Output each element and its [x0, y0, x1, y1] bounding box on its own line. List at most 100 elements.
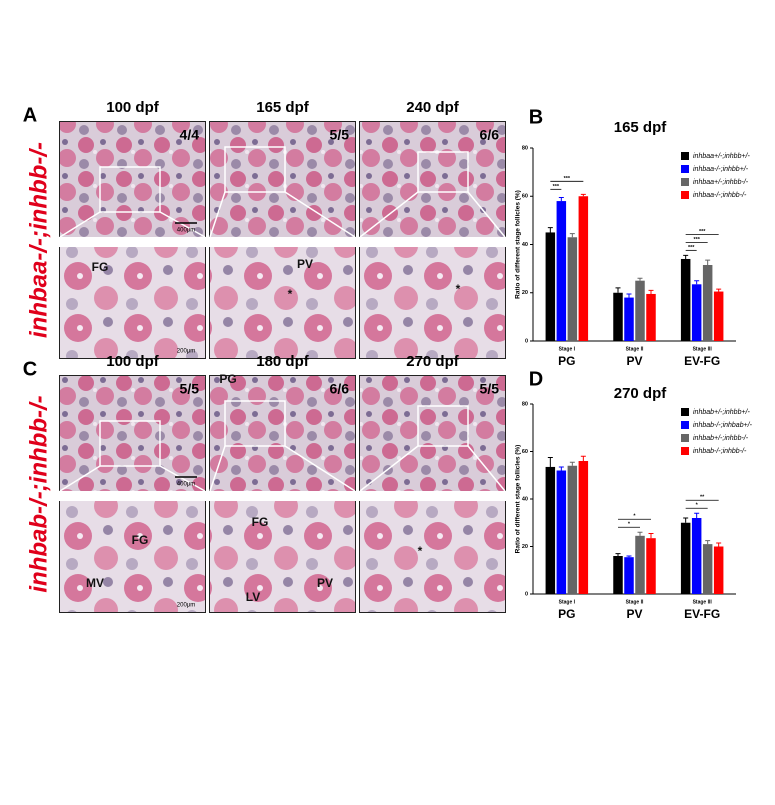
- significance-label: *: [633, 514, 636, 520]
- stage-label: PG: [558, 607, 575, 621]
- image-title: 240 dpf: [406, 99, 460, 116]
- inset-line: [467, 191, 506, 238]
- bar: [635, 535, 645, 594]
- stage-label: PV: [626, 354, 642, 368]
- image-title: 100 dpf: [106, 353, 160, 370]
- bar: [613, 556, 623, 594]
- y-tick-label: 60: [522, 449, 528, 455]
- chart-title: 165 dpf: [614, 119, 668, 136]
- bar: [713, 291, 724, 341]
- legend-swatch: [681, 447, 689, 455]
- micrograph-detail: [60, 501, 205, 612]
- significance-label: ***: [553, 184, 560, 190]
- legend-label: inhbaa+/-;inhbb-/-: [693, 179, 749, 186]
- bar: [691, 284, 702, 341]
- error-bar: [580, 193, 586, 197]
- y-axis-label: Ratio of different stage follicles (%): [515, 190, 522, 299]
- split-gap: [209, 237, 356, 247]
- error-bar: [547, 456, 553, 467]
- micrograph-overview: [60, 122, 205, 237]
- error-bar: [615, 553, 621, 556]
- error-bar: [648, 532, 654, 539]
- legend-label: inhbaa-/-;inhbb+/-: [693, 166, 749, 173]
- structure-label: PG: [219, 372, 236, 386]
- y-tick-label: 0: [525, 591, 528, 597]
- inset-line: [159, 211, 206, 238]
- legend-swatch: [681, 434, 689, 442]
- split-gap: [59, 237, 206, 247]
- inset-box: [417, 151, 469, 193]
- legend-label: inhbaa+/-;inhbb+/-: [693, 153, 750, 160]
- structure-label: PV: [317, 576, 333, 590]
- error-bar: [547, 227, 553, 233]
- inset-line: [209, 191, 226, 238]
- significance-label: *: [628, 522, 631, 528]
- structure-label: LV: [246, 590, 260, 604]
- panel-letter: D: [529, 368, 543, 390]
- micrograph-overview: [210, 376, 355, 491]
- error-bar: [683, 517, 689, 523]
- y-tick-label: 20: [522, 290, 528, 296]
- sample-count: 5/5: [180, 381, 200, 397]
- legend-swatch: [681, 421, 689, 429]
- bar: [578, 196, 589, 341]
- micrograph-detail: [60, 247, 205, 358]
- sample-count: 5/5: [480, 381, 500, 397]
- genotype-label: inhbab-/-;inhbb-/-: [25, 395, 52, 592]
- y-tick-label: 20: [522, 544, 528, 550]
- inset-line: [284, 445, 356, 492]
- panel-letter: A: [23, 104, 37, 126]
- error-bar: [705, 540, 711, 545]
- bar: [556, 201, 567, 341]
- significance-label: ***: [693, 237, 700, 243]
- stage-label: PV: [626, 607, 642, 621]
- inset-line: [159, 465, 206, 492]
- bar: [646, 538, 656, 594]
- error-bar: [705, 259, 711, 266]
- bar: [613, 292, 623, 341]
- scale-label: 400μm: [177, 228, 195, 234]
- split-gap: [59, 491, 206, 501]
- bar: [567, 237, 578, 341]
- sample-count: 4/4: [180, 127, 200, 143]
- structure-label: *: [288, 287, 293, 301]
- inset-line: [209, 445, 226, 492]
- split-gap: [359, 237, 506, 247]
- error-bar: [694, 512, 700, 518]
- bar: [545, 232, 556, 341]
- significance-label: ***: [688, 245, 695, 251]
- stage-label: EV-FG: [684, 354, 720, 368]
- bar: [646, 293, 656, 341]
- inset-line: [284, 191, 356, 238]
- legend-label: inhbab-/-;inhbab+/-: [693, 422, 753, 429]
- legend-swatch: [681, 152, 689, 160]
- error-bar: [716, 288, 722, 292]
- sample-count: 6/6: [330, 381, 350, 397]
- significance-label: ***: [564, 176, 571, 182]
- error-bar: [569, 233, 575, 238]
- bar: [680, 522, 691, 594]
- image-title: 165 dpf: [256, 99, 310, 116]
- y-axis-label: Ratio of different stage follicles (%): [515, 445, 522, 554]
- x-tick-label: Stage III: [693, 346, 713, 352]
- image-title: 270 dpf: [406, 353, 460, 370]
- micrograph-detail: [210, 501, 355, 612]
- structure-label: PV: [297, 257, 313, 271]
- legend-swatch: [681, 178, 689, 186]
- bar: [702, 544, 713, 594]
- error-bar: [648, 289, 654, 294]
- structure-label: *: [456, 282, 461, 296]
- inset-line: [59, 211, 101, 238]
- sample-count: 6/6: [480, 127, 500, 143]
- legend-swatch: [681, 191, 689, 199]
- error-bar: [580, 455, 586, 461]
- scale-label: 200μm: [177, 349, 195, 355]
- bar: [556, 470, 567, 594]
- bar: [691, 518, 702, 594]
- x-tick-label: Stage I: [559, 599, 576, 605]
- bar: [567, 465, 578, 594]
- image-title: 180 dpf: [256, 353, 310, 370]
- legend-swatch: [681, 165, 689, 173]
- y-tick-label: 80: [522, 145, 528, 151]
- genotype-label: inhbaa-/-;inhbb-/-: [25, 142, 52, 338]
